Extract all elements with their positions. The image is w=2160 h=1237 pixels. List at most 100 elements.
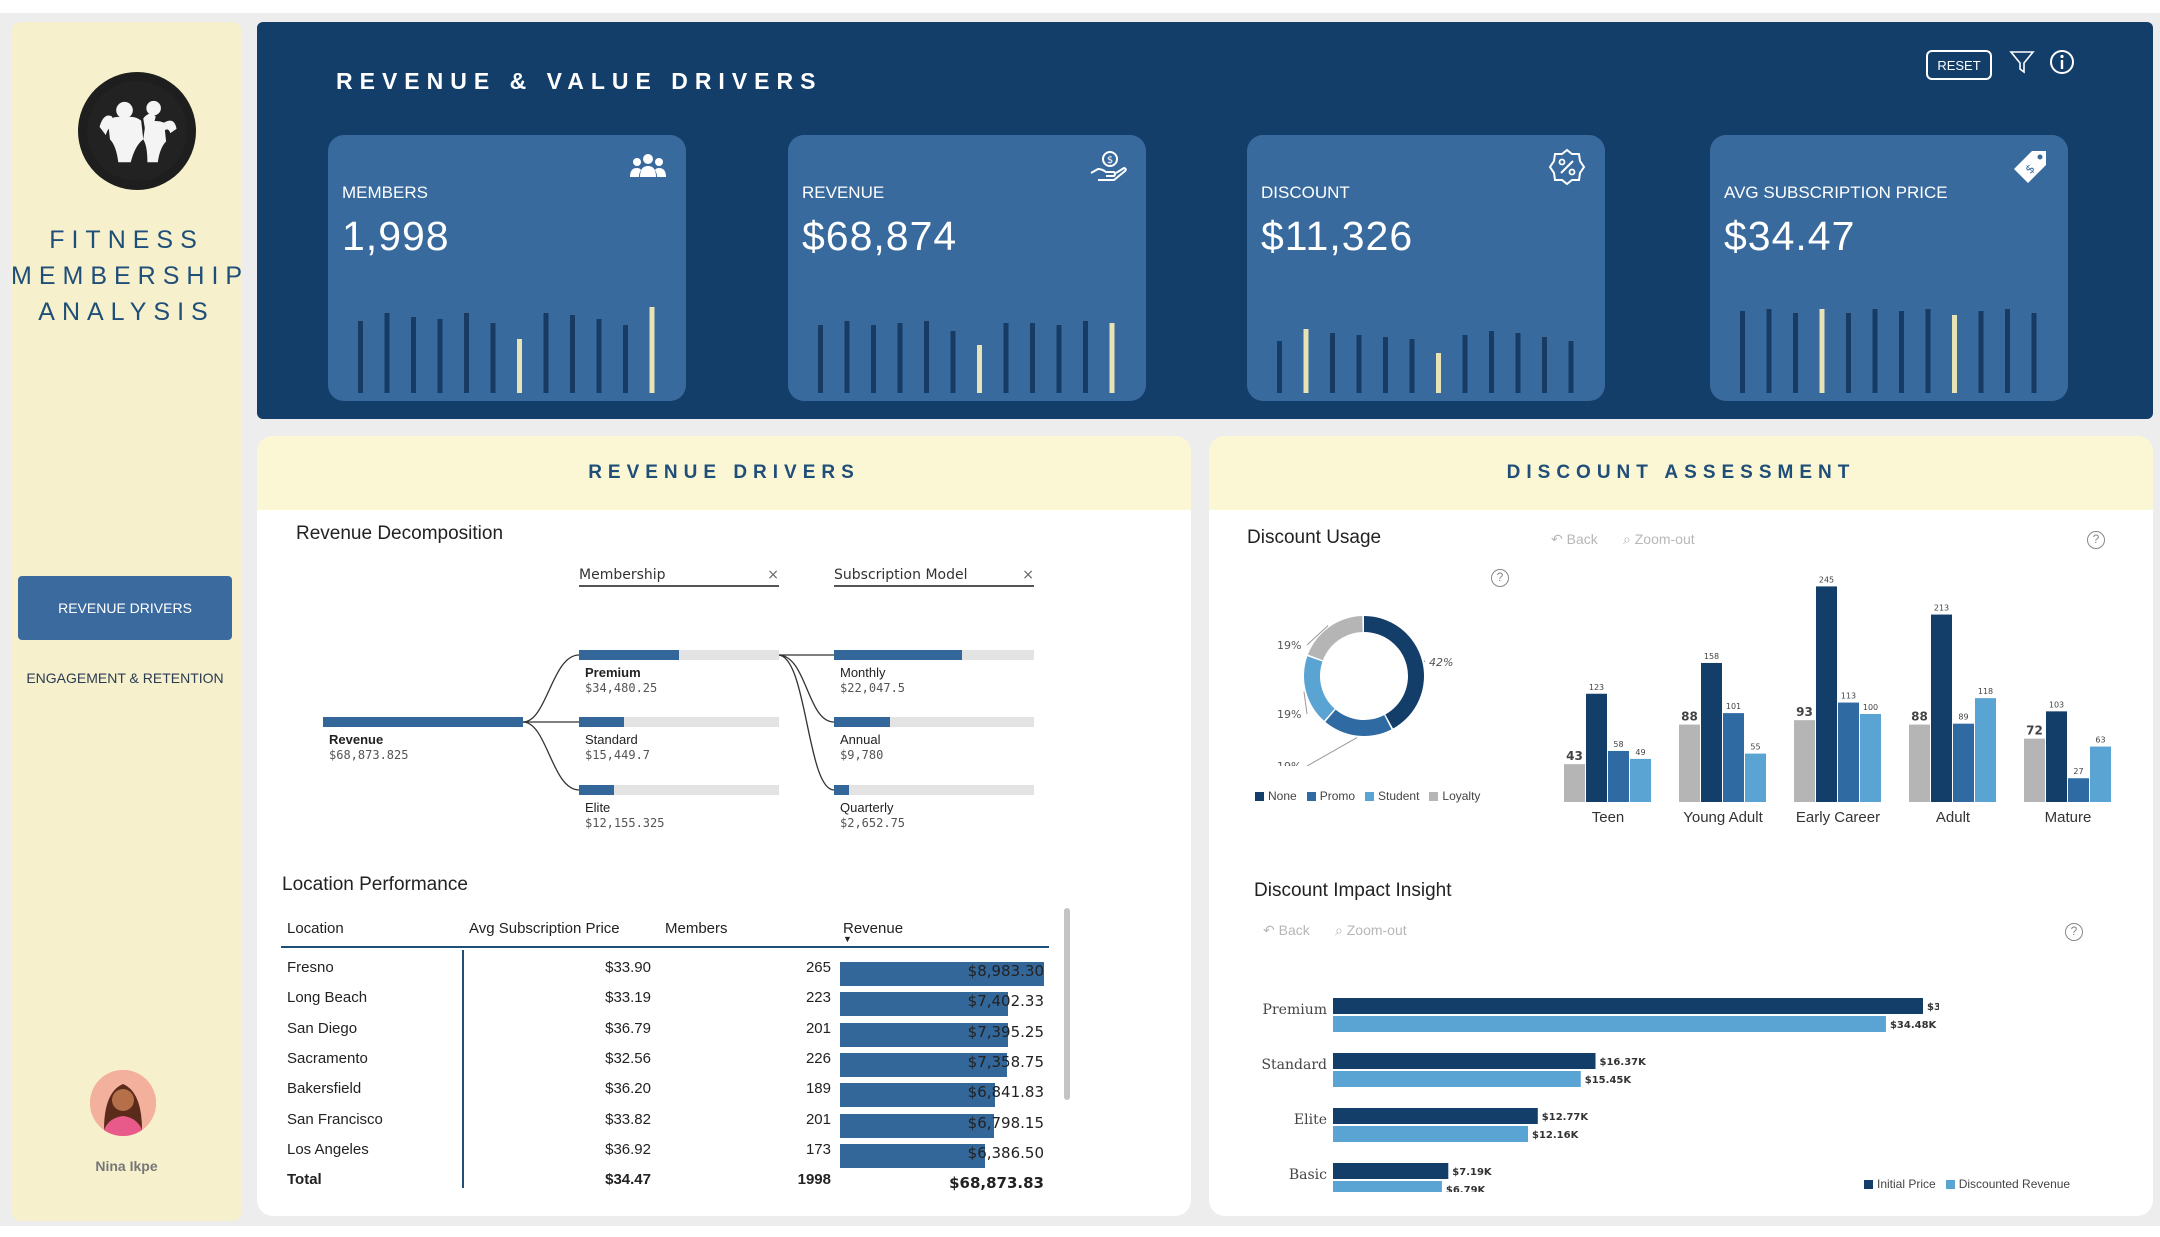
col-header-avg-price[interactable]: Avg Subscription Price <box>469 920 620 937</box>
column-data-label: 103 <box>2049 700 2064 709</box>
column-bar <box>2068 778 2089 802</box>
nav-engagement-retention[interactable]: ENGAGEMENT & RETENTION <box>26 670 224 686</box>
spark-bar <box>596 319 602 393</box>
donut-leader-line <box>1306 737 1358 766</box>
table-scrollbar[interactable] <box>1064 908 1070 1100</box>
table-row[interactable]: Sacramento $32.56 226 $7,358.75 <box>281 1045 1049 1077</box>
top-strip <box>0 0 2160 13</box>
donut-legend: None Promo Student Loyalty <box>1255 789 1480 803</box>
cell-location: Bakersfield <box>287 1080 362 1098</box>
info-icon[interactable] <box>2046 46 2078 78</box>
sort-desc-icon[interactable]: ▼ <box>843 934 852 944</box>
spark-bar <box>1330 333 1335 393</box>
legend-label: None <box>1268 789 1297 803</box>
nav-revenue-drivers[interactable]: REVENUE DRIVERS <box>18 576 232 640</box>
column-data-label: 101 <box>1726 702 1741 711</box>
table-row[interactable]: Los Angeles $36.92 173 $6,386.50 <box>281 1136 1049 1168</box>
help-icon[interactable]: ? <box>2087 531 2105 549</box>
table-row[interactable]: Bakersfield $36.20 189 $6,841.83 <box>281 1075 1049 1108</box>
level2-bar <box>834 650 962 660</box>
reset-button[interactable]: RESET <box>1926 50 1992 80</box>
spark-bar <box>897 323 903 393</box>
node-monthly-name: Monthly <box>840 665 886 680</box>
col-header-members[interactable]: Members <box>665 920 728 937</box>
revenue-value: $8,983.30 <box>967 962 1044 980</box>
legend-item[interactable]: Loyalty <box>1429 789 1480 803</box>
cell-revenue: $7,358.75 <box>840 1048 1048 1077</box>
revenue-bar <box>840 962 1044 986</box>
spark-bar <box>1489 331 1494 393</box>
zoom-out-button[interactable]: ⌕ Zoom-out <box>1335 922 1407 939</box>
filter-icon[interactable] <box>2006 46 2038 78</box>
back-button[interactable]: ↶ Back <box>1263 922 1310 939</box>
node-standard-name: Standard <box>585 732 638 747</box>
decomposition-tree[interactable] <box>257 436 1191 856</box>
help-icon[interactable]: ? <box>1491 569 1509 587</box>
discount-by-age-chart[interactable]: 43 123 58 49 Teen 88 158 101 55 Young Adult 93 245 1… <box>1539 566 2139 831</box>
kpi-value: $34.47 <box>1724 213 1856 259</box>
spark-bar <box>1303 329 1309 393</box>
kpi-card-avg-price[interactable]: AVG SUBSCRIPTION PRICE $34.47 $ <box>1710 135 2068 401</box>
column-bar <box>2024 738 2045 802</box>
close-icon[interactable]: × <box>1022 567 1034 583</box>
price-tag-icon: $ <box>2014 151 2046 183</box>
legend-item[interactable]: None <box>1255 789 1297 803</box>
back-button[interactable]: ↶ Back <box>1551 531 1598 548</box>
column-data-label: 49 <box>1635 748 1645 757</box>
legend-item[interactable]: Student <box>1365 789 1419 803</box>
node-root-value: $68,873.825 <box>329 748 409 762</box>
hbar-data-label: $7.19K <box>1452 1167 1493 1178</box>
bottom-strip <box>0 1226 2160 1237</box>
table-row[interactable]: San Francisco $33.82 201 $6,798.15 <box>281 1106 1049 1138</box>
root-bar <box>323 717 523 727</box>
revenue-bar <box>840 1052 1008 1077</box>
user-avatar[interactable] <box>90 1070 156 1136</box>
page-title: REVENUE & VALUE DRIVERS <box>336 68 823 94</box>
col-header-revenue[interactable]: Revenue <box>843 920 904 937</box>
spark-bar <box>1819 309 1825 393</box>
hbar-bar <box>1333 1016 1886 1032</box>
cell-revenue: $7,395.25 <box>840 1018 1048 1047</box>
legend-item[interactable]: Initial Price <box>1864 1177 1936 1191</box>
column-bar <box>1975 698 1996 802</box>
kpi-card-revenue[interactable]: REVENUE $68,874 $ <box>788 135 1146 401</box>
node-root-name: Revenue <box>329 732 384 747</box>
donut-label: 42% <box>1429 656 1453 669</box>
legend-swatch <box>1365 792 1375 801</box>
node-elite-value: $12,155.325 <box>585 816 665 830</box>
kpi-card-members[interactable]: MEMBERS 1,998 <box>328 135 686 401</box>
discount-donut-chart[interactable]: 42% 19% 19% 19% <box>1269 586 1459 766</box>
hbar-data-label: $16.37K <box>1600 1057 1648 1068</box>
user-name: Nina Ikpe <box>95 1158 158 1174</box>
filter-chip-membership[interactable]: Membership × <box>579 567 779 587</box>
cell-avg-price: $32.56 <box>605 1049 651 1067</box>
col-header-location[interactable]: Location <box>287 920 344 937</box>
filter-chip-subscription-model[interactable]: Subscription Model × <box>834 567 1034 587</box>
column-category-label: Teen <box>1592 809 1625 826</box>
help-icon[interactable]: ? <box>2065 923 2083 941</box>
close-icon[interactable]: × <box>767 567 779 583</box>
legend-swatch <box>1306 792 1316 801</box>
revenue-drivers-panel: REVENUE DRIVERS Revenue Decomposition Me… <box>257 436 1191 1216</box>
table-row[interactable]: San Diego $36.79 201 $7,395.25 <box>281 1015 1049 1047</box>
legend-item[interactable]: Discounted Revenue <box>1945 1177 2070 1191</box>
level1-bar <box>579 785 614 795</box>
column-bar <box>2046 711 2067 802</box>
revenue-value: $7,358.75 <box>967 1052 1044 1071</box>
kpi-label: REVENUE <box>802 183 885 202</box>
revenue-bar <box>840 1022 1008 1047</box>
discount-impact-chart[interactable]: Premium $36.79K $34.48K Standard $16.37K $15.… <box>1239 952 1939 1192</box>
back-label: Back <box>1278 922 1310 938</box>
column-bar <box>1909 724 1930 802</box>
kpi-value: $11,326 <box>1261 213 1414 259</box>
zoom-out-button[interactable]: ⌕ Zoom-out <box>1623 531 1695 548</box>
table-row[interactable]: Fresno $33.90 265 $8,983.30 <box>281 954 1049 986</box>
column-bar <box>1679 724 1700 802</box>
discount-assessment-heading: DISCOUNT ASSESSMENT <box>1209 436 2153 510</box>
column-bar <box>1630 758 1651 802</box>
legend-item[interactable]: Promo <box>1306 789 1355 803</box>
kpi-card-discount[interactable]: DISCOUNT $11,326 <box>1247 135 1605 401</box>
node-premium-value: $34,480.25 <box>585 681 658 695</box>
impact-legend: Initial Price Discounted Revenue <box>1864 1177 2070 1191</box>
table-row[interactable]: Long Beach $33.19 223 $7,402.33 <box>281 984 1049 1017</box>
